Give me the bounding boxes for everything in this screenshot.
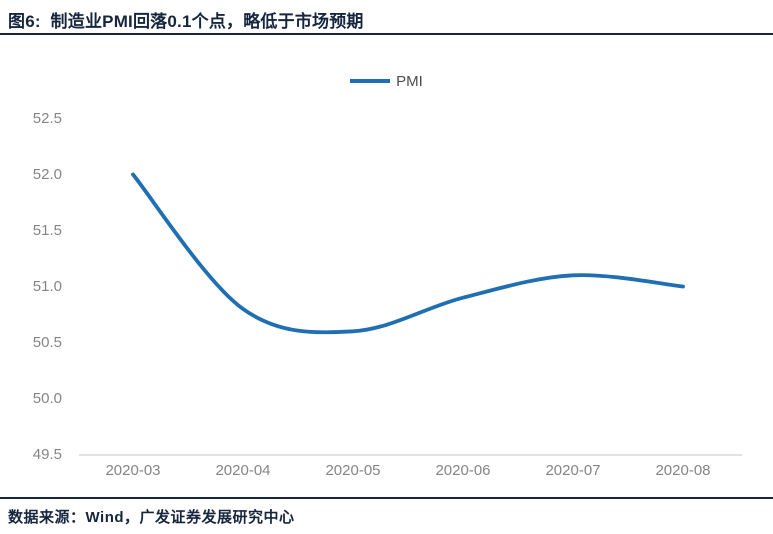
y-tick-label: 52.0: [32, 165, 62, 183]
y-tick-label: 51.0: [32, 277, 62, 295]
x-tick-label: 2020-08: [655, 462, 711, 479]
y-tick-label: 50.5: [32, 333, 62, 351]
chart-legend: PMI: [0, 71, 773, 91]
pmi-series-line: [131, 172, 685, 335]
figure-title: 图6: 制造业PMI回落0.1个点，略低于市场预期: [8, 12, 364, 31]
x-tick-label: 2020-07: [545, 462, 601, 479]
title-underline: [0, 33, 773, 35]
x-tick-label: 2020-06: [435, 462, 491, 479]
x-tick-label: 2020-04: [215, 462, 271, 479]
pmi-legend-label: PMI: [396, 72, 423, 90]
data-source-note: 数据来源：Wind，广发证券发展研究中心: [8, 509, 295, 526]
pmi-legend-line-swatch: [350, 79, 391, 83]
y-tick-label: 52.5: [32, 109, 62, 127]
x-tick-label: 2020-05: [325, 462, 381, 479]
footer-rule: [0, 497, 773, 499]
y-tick-label: 51.5: [32, 221, 62, 239]
y-tick-label: 49.5: [32, 445, 62, 463]
x-tick-label: 2020-03: [105, 462, 161, 479]
y-tick-label: 50.0: [32, 389, 62, 407]
